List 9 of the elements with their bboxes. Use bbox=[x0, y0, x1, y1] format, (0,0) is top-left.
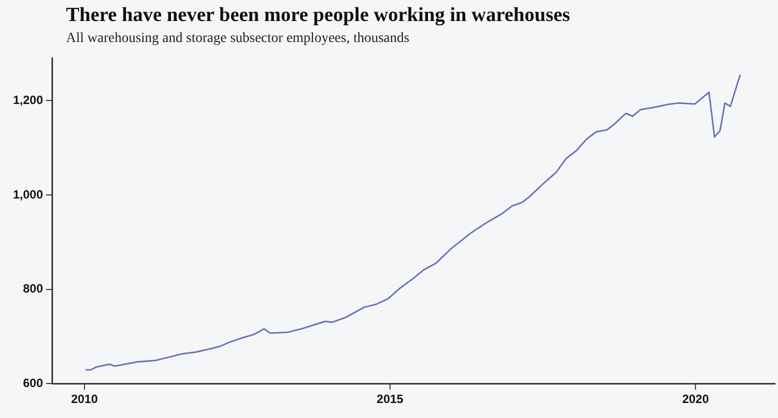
x-tick-label: 2015 bbox=[376, 392, 404, 406]
chart-title: There have never been more people working in warehouses bbox=[66, 4, 570, 27]
chart-subtitle: All warehousing and storage subsector employees, thousands bbox=[66, 31, 410, 47]
y-tick-label: 600 bbox=[23, 376, 44, 390]
y-tick-label: 800 bbox=[23, 282, 44, 296]
x-tick-label: 2020 bbox=[682, 392, 710, 406]
x-tick-label: 2010 bbox=[71, 392, 98, 406]
y-tick-label: 1,200 bbox=[13, 92, 44, 107]
y-tick-label: 1,000 bbox=[13, 187, 44, 202]
